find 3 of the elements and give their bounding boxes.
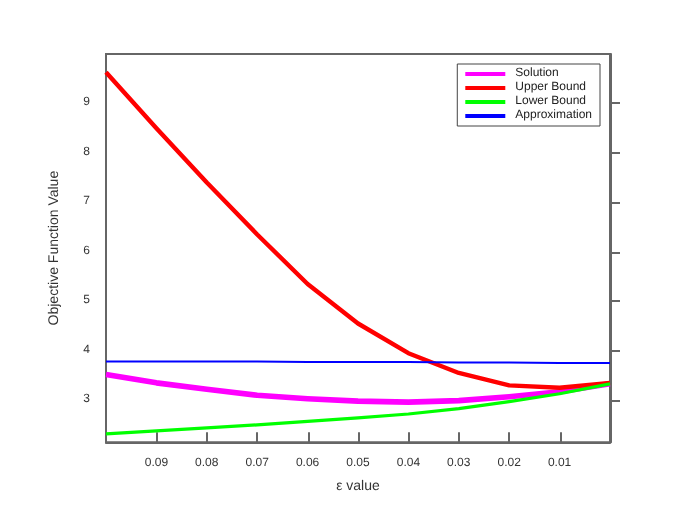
line-series (103, 70, 613, 390)
line-series (103, 371, 613, 405)
line-series (104, 382, 612, 436)
